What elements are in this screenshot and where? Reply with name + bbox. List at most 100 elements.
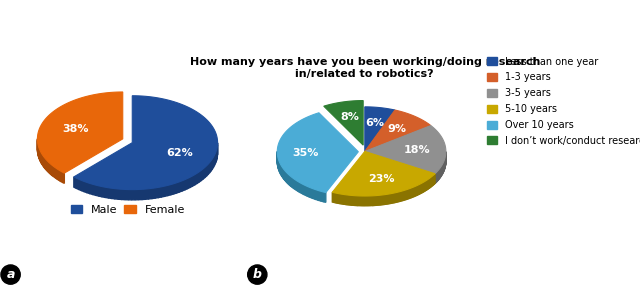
Polygon shape xyxy=(84,181,87,193)
Polygon shape xyxy=(74,96,218,190)
Polygon shape xyxy=(52,165,54,177)
Polygon shape xyxy=(347,195,348,205)
Polygon shape xyxy=(405,190,406,200)
Polygon shape xyxy=(56,168,57,179)
Polygon shape xyxy=(365,196,366,206)
Polygon shape xyxy=(296,180,297,190)
Polygon shape xyxy=(428,179,429,189)
Polygon shape xyxy=(96,185,99,196)
Polygon shape xyxy=(99,186,102,197)
Polygon shape xyxy=(412,187,413,197)
Polygon shape xyxy=(152,188,155,199)
Polygon shape xyxy=(195,173,197,185)
Polygon shape xyxy=(365,126,446,174)
Polygon shape xyxy=(205,166,207,178)
Legend: Less than one year, 1-3 years, 3-5 years, 5-10 years, Over 10 years, I don’t wor: Less than one year, 1-3 years, 3-5 years… xyxy=(484,53,640,150)
Polygon shape xyxy=(207,164,208,176)
Polygon shape xyxy=(59,170,60,181)
Polygon shape xyxy=(380,195,381,205)
Legend: Male, Female: Male, Female xyxy=(67,200,189,219)
Polygon shape xyxy=(122,189,125,200)
Polygon shape xyxy=(369,196,370,206)
Polygon shape xyxy=(399,191,401,202)
Polygon shape xyxy=(310,187,312,198)
Polygon shape xyxy=(370,196,371,206)
Polygon shape xyxy=(426,180,427,190)
Polygon shape xyxy=(362,196,364,206)
Polygon shape xyxy=(185,179,188,190)
Polygon shape xyxy=(356,196,358,206)
Polygon shape xyxy=(421,183,422,193)
Polygon shape xyxy=(289,175,291,186)
Polygon shape xyxy=(148,188,152,199)
Polygon shape xyxy=(340,194,341,204)
Polygon shape xyxy=(358,196,359,206)
Polygon shape xyxy=(102,187,106,197)
Polygon shape xyxy=(316,190,317,200)
Polygon shape xyxy=(302,184,303,194)
Polygon shape xyxy=(211,159,212,171)
Polygon shape xyxy=(407,189,408,199)
Polygon shape xyxy=(364,196,365,206)
Polygon shape xyxy=(109,188,112,199)
Polygon shape xyxy=(57,169,59,180)
Text: 62%: 62% xyxy=(166,148,193,158)
Polygon shape xyxy=(76,178,79,190)
Polygon shape xyxy=(51,164,52,176)
Polygon shape xyxy=(396,192,397,202)
Polygon shape xyxy=(404,190,405,200)
Polygon shape xyxy=(291,177,292,187)
Polygon shape xyxy=(306,186,307,196)
Polygon shape xyxy=(394,193,395,203)
Polygon shape xyxy=(346,195,347,205)
Title: How many years have you been working/doing research
in/related to robotics?: How many years have you been working/doi… xyxy=(189,57,540,79)
Polygon shape xyxy=(397,192,399,202)
Polygon shape xyxy=(129,190,132,200)
Polygon shape xyxy=(284,170,285,181)
Polygon shape xyxy=(54,167,56,179)
Polygon shape xyxy=(179,181,182,192)
Polygon shape xyxy=(63,172,65,183)
Polygon shape xyxy=(332,151,435,196)
Polygon shape xyxy=(348,195,349,205)
Polygon shape xyxy=(349,195,351,205)
Polygon shape xyxy=(294,179,296,190)
Text: 9%: 9% xyxy=(388,124,407,134)
Polygon shape xyxy=(215,152,216,164)
Polygon shape xyxy=(390,193,392,203)
Polygon shape xyxy=(341,194,342,204)
Polygon shape xyxy=(414,187,415,197)
Polygon shape xyxy=(409,188,410,199)
Polygon shape xyxy=(173,183,177,194)
Polygon shape xyxy=(324,192,326,202)
Polygon shape xyxy=(46,160,47,171)
Polygon shape xyxy=(312,188,313,199)
Polygon shape xyxy=(385,194,386,204)
Polygon shape xyxy=(188,177,190,189)
Polygon shape xyxy=(208,162,210,174)
Polygon shape xyxy=(379,195,380,205)
Polygon shape xyxy=(378,195,379,205)
Polygon shape xyxy=(424,181,425,191)
Polygon shape xyxy=(282,167,283,178)
Polygon shape xyxy=(427,180,428,190)
Polygon shape xyxy=(376,196,377,205)
Polygon shape xyxy=(410,188,411,198)
Polygon shape xyxy=(393,193,394,203)
Polygon shape xyxy=(210,161,211,173)
Polygon shape xyxy=(93,184,96,195)
Polygon shape xyxy=(61,172,63,183)
Polygon shape xyxy=(338,193,339,203)
Polygon shape xyxy=(155,187,158,198)
Polygon shape xyxy=(297,181,298,191)
Polygon shape xyxy=(361,196,362,206)
Polygon shape xyxy=(201,169,203,181)
Polygon shape xyxy=(90,184,93,195)
Polygon shape xyxy=(138,189,142,200)
Polygon shape xyxy=(182,180,185,191)
Polygon shape xyxy=(317,190,319,201)
Polygon shape xyxy=(423,182,424,192)
Polygon shape xyxy=(417,185,419,195)
Polygon shape xyxy=(305,185,306,196)
Text: 8%: 8% xyxy=(340,112,360,122)
